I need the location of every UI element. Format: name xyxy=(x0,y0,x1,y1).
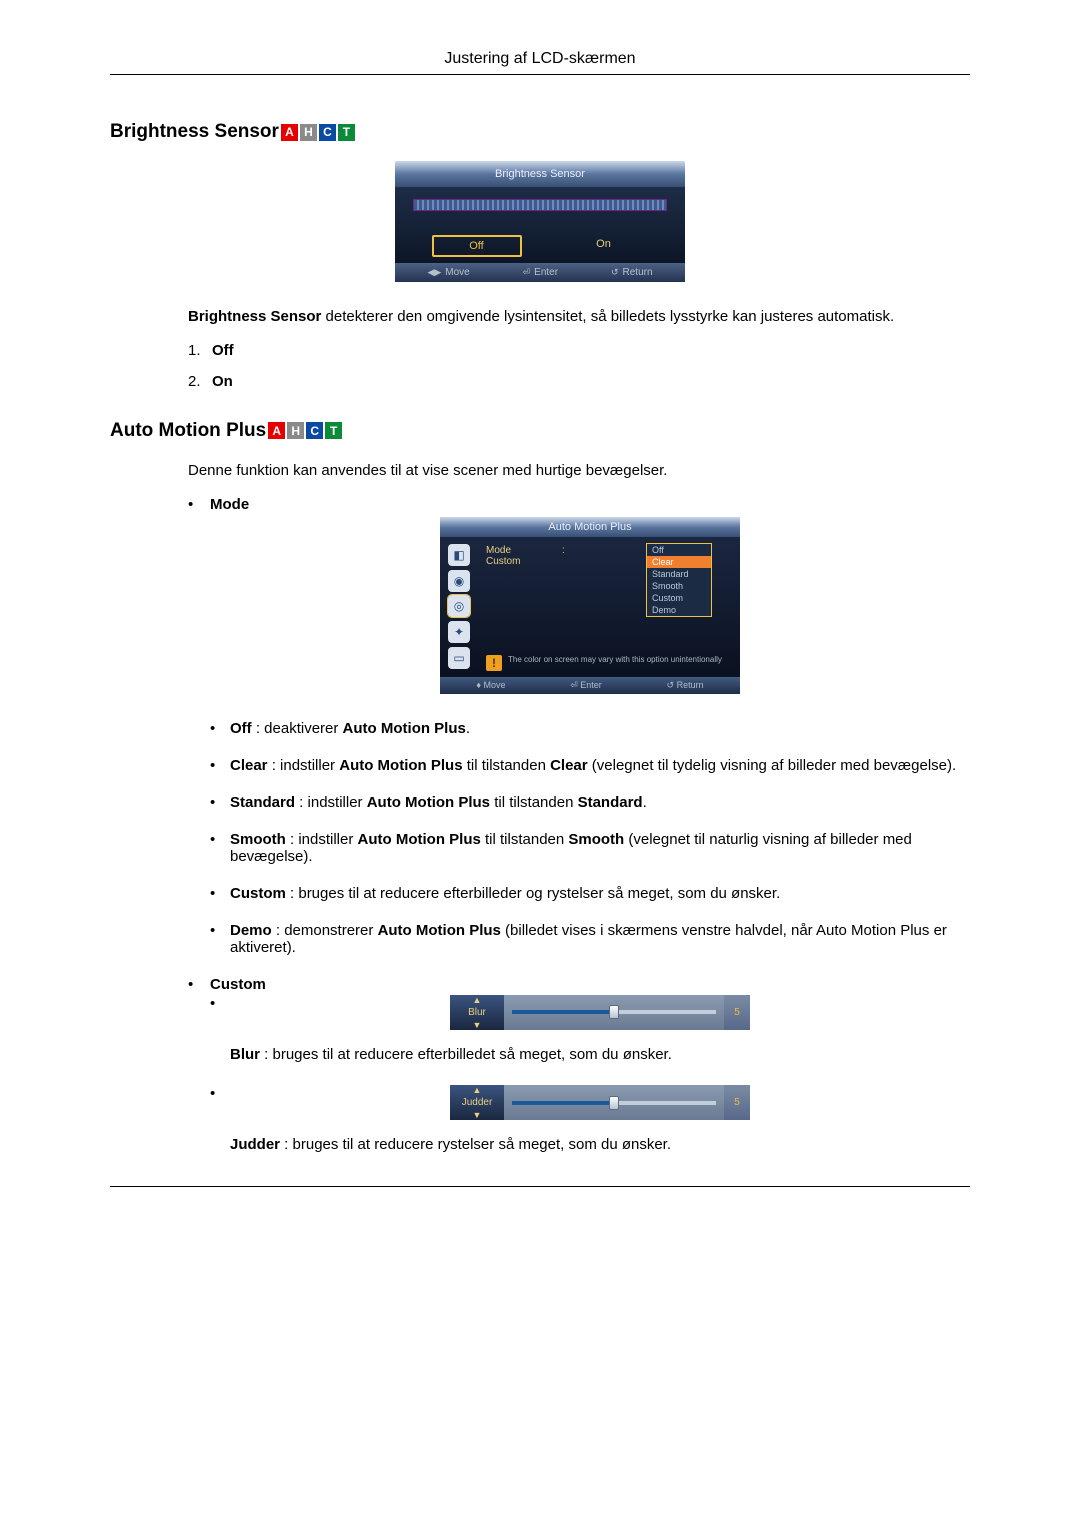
osd-option-on[interactable]: On xyxy=(559,235,649,257)
slider-label-box: ▲ Judder ▼ xyxy=(450,1085,504,1120)
amp-mode-item: Mode Auto Motion Plus ◧ ◉ ◎ ✦ ▭ xyxy=(188,496,970,956)
mode-sub-item: Custom : bruges til at reducere efterbil… xyxy=(210,885,970,902)
dropdown-opt[interactable]: Standard xyxy=(647,568,711,580)
badge-t-icon: T xyxy=(338,124,355,141)
osd-warning: ! The color on screen may vary with this… xyxy=(486,655,732,671)
section-heading-brightness: Brightness Sensor A H C T xyxy=(110,121,970,143)
dropdown-opt[interactable]: Demo xyxy=(647,604,711,616)
brightness-desc-block: Brightness Sensor detekterer den omgiven… xyxy=(188,306,970,390)
badge-t-icon: T xyxy=(325,422,342,439)
side-icon[interactable]: ▭ xyxy=(448,647,470,669)
slider-track[interactable] xyxy=(512,1010,716,1014)
side-icon[interactable]: ✦ xyxy=(448,621,470,643)
move-icon: ◀▶ xyxy=(427,267,441,278)
blur-desc: Blur : bruges til at reducere efterbille… xyxy=(230,1044,970,1066)
custom-blur-item: ▲ Blur ▼ 5 Blur xyxy=(210,995,970,1066)
mode-sub-item: Smooth : indstiller Auto Motion Plus til… xyxy=(210,831,970,865)
dropdown-opt[interactable]: Custom xyxy=(647,592,711,604)
brightness-desc-rest: detekterer den omgivende lysintensitet, … xyxy=(321,308,894,325)
osd-title: Brightness Sensor xyxy=(395,161,685,187)
brightness-desc-bold: Brightness Sensor xyxy=(188,308,321,325)
return-icon: ↺ xyxy=(611,267,619,278)
warning-text: The color on screen may vary with this o… xyxy=(508,655,722,664)
amp-top-list: Mode Auto Motion Plus ◧ ◉ ◎ ✦ ▭ xyxy=(188,496,970,1157)
osd-slider[interactable] xyxy=(413,199,667,211)
warning-icon: ! xyxy=(486,655,502,671)
badge-c-icon: C xyxy=(319,124,336,141)
osd-footer: ◀▶Move ⏎Enter ↺Return xyxy=(395,263,685,282)
enter-icon: ⏎ xyxy=(523,267,531,278)
slider-label: Blur xyxy=(468,1007,486,1018)
section-heading-amp: Auto Motion Plus A H C T xyxy=(110,420,970,442)
arrow-up-icon[interactable]: ▲ xyxy=(473,1085,482,1095)
custom-judder-item: ▲ Judder ▼ 5 Jud xyxy=(210,1085,970,1156)
badge-h-icon: H xyxy=(300,124,317,141)
badge-a-icon: A xyxy=(268,422,285,439)
heading-text: Auto Motion Plus xyxy=(110,420,266,442)
osd-footer-return: ↺ Return xyxy=(667,680,704,691)
badge-c-icon: C xyxy=(306,422,323,439)
slider-track[interactable] xyxy=(512,1101,716,1105)
mode-sub-item: Off : deaktiverer Auto Motion Plus. xyxy=(210,720,970,737)
judder-desc: Judder : bruges til at reducere rystelse… xyxy=(230,1134,970,1156)
osd-side-icons: ◧ ◉ ◎ ✦ ▭ xyxy=(440,537,478,677)
side-icon-selected[interactable]: ◎ xyxy=(448,595,470,617)
heading-text: Brightness Sensor xyxy=(110,121,279,143)
amp-osd: Auto Motion Plus ◧ ◉ ◎ ✦ ▭ Mode: xyxy=(440,517,740,694)
brightness-list-item: 2.On xyxy=(188,373,970,390)
osd-footer-move: ◀▶Move xyxy=(427,267,469,278)
mode-sub-item: Demo : demonstrerer Auto Motion Plus (bi… xyxy=(210,922,970,956)
osd-footer-enter: ⏎Enter xyxy=(523,267,558,278)
side-icon[interactable]: ◧ xyxy=(448,544,470,566)
mode-sub-item: Standard : indstiller Auto Motion Plus t… xyxy=(210,794,970,811)
badge-a-icon: A xyxy=(281,124,298,141)
brightness-desc: Brightness Sensor detekterer den omgiven… xyxy=(188,306,970,328)
mode-label: Mode xyxy=(210,496,249,513)
osd-body: Off On xyxy=(395,187,685,263)
amp-intro: Denne funktion kan anvendes til at vise … xyxy=(188,460,970,482)
slider-label: Judder xyxy=(462,1097,493,1108)
side-icon[interactable]: ◉ xyxy=(448,570,470,592)
osd-body: ◧ ◉ ◎ ✦ ▭ Mode: Custom xyxy=(440,537,740,677)
brightness-list: 1.Off 2.On xyxy=(188,342,970,390)
osd-slider-fill xyxy=(414,200,666,210)
brightness-sensor-osd: Brightness Sensor Off On ◀▶Move ⏎Enter ↺… xyxy=(395,161,685,282)
custom-sublist: ▲ Blur ▼ 5 Blur xyxy=(210,995,970,1157)
slider-value: 5 xyxy=(724,1085,750,1120)
osd-main: Mode: Custom Off Clear Standard Smooth C… xyxy=(478,537,740,677)
arrow-down-icon[interactable]: ▼ xyxy=(473,1020,482,1030)
brightness-list-item: 1.Off xyxy=(188,342,970,359)
osd-footer-enter: ⏎ Enter xyxy=(570,680,602,691)
osd-options: Off On xyxy=(413,235,667,257)
osd-title: Auto Motion Plus xyxy=(440,517,740,537)
slider-track-wrap xyxy=(504,1085,724,1120)
amp-content: Denne funktion kan anvendes til at vise … xyxy=(188,460,970,1156)
osd-option-off[interactable]: Off xyxy=(432,235,522,257)
amp-mode-sublist: Off : deaktiverer Auto Motion Plus. Clea… xyxy=(210,720,970,956)
osd-footer-return: ↺Return xyxy=(611,267,653,278)
osd-footer-move: ♦ Move xyxy=(476,680,505,691)
amp-custom-item: Custom ▲ Blur ▼ xyxy=(188,976,970,1157)
slider-thumb[interactable] xyxy=(609,1096,619,1110)
slider-value: 5 xyxy=(724,995,750,1030)
dropdown-opt[interactable]: Smooth xyxy=(647,580,711,592)
mode-sub-item: Clear : indstiller Auto Motion Plus til … xyxy=(210,757,970,774)
slider-label-box: ▲ Blur ▼ xyxy=(450,995,504,1030)
footer-rule xyxy=(110,1186,970,1187)
custom-label: Custom xyxy=(210,976,266,993)
blur-slider-osd: ▲ Blur ▼ 5 xyxy=(450,995,750,1030)
osd-dropdown[interactable]: Off Clear Standard Smooth Custom Demo xyxy=(646,543,712,617)
slider-thumb[interactable] xyxy=(609,1005,619,1019)
osd-footer: ♦ Move ⏎ Enter ↺ Return xyxy=(440,677,740,694)
page: Justering af LCD-skærmen Brightness Sens… xyxy=(0,0,1080,1247)
page-header: Justering af LCD-skærmen xyxy=(110,50,970,75)
slider-track-wrap xyxy=(504,995,724,1030)
judder-slider-osd: ▲ Judder ▼ 5 xyxy=(450,1085,750,1120)
arrow-up-icon[interactable]: ▲ xyxy=(473,995,482,1005)
dropdown-opt-selected[interactable]: Clear xyxy=(647,556,711,568)
dropdown-opt[interactable]: Off xyxy=(647,544,711,556)
badge-h-icon: H xyxy=(287,422,304,439)
arrow-down-icon[interactable]: ▼ xyxy=(473,1110,482,1120)
